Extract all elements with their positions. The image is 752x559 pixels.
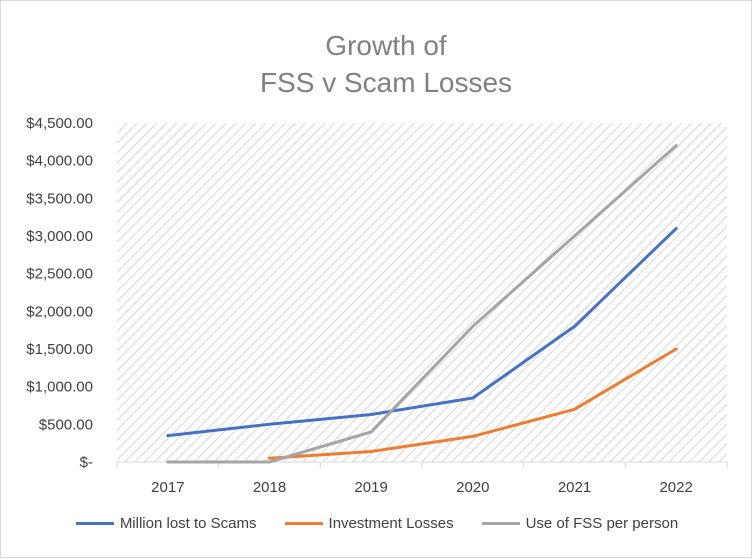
series-line-1 xyxy=(166,227,678,438)
y-tick-label: $2,500.00 xyxy=(26,266,93,283)
series-line-2 xyxy=(268,347,678,460)
x-tick-label: 2019 xyxy=(354,479,387,496)
legend-label: Million lost to Scams xyxy=(119,515,257,532)
y-tick-label: $1,500.00 xyxy=(26,341,93,358)
y-axis: $- $500.00 $1,000.00 $1,500.00 $2,000.00 $2,5… xyxy=(26,115,93,471)
legend-swatch xyxy=(75,522,114,525)
legend: Million lost to Scams Investment Losses Us… xyxy=(1,515,752,532)
legend-item: Million lost to Scams xyxy=(75,515,257,532)
y-tick-label: $500.00 xyxy=(39,416,93,433)
chart-title-line-2: FSS v Scam Losses xyxy=(259,67,513,98)
legend-label: Investment Losses xyxy=(328,515,454,532)
series-lines xyxy=(166,144,678,464)
y-tick-label: $1,000.00 xyxy=(26,379,93,396)
y-tick-label: $3,000.00 xyxy=(26,228,93,245)
x-tick-label: 2020 xyxy=(456,479,489,496)
x-axis: 2017 2018 2019 2020 2021 2022 xyxy=(116,461,728,496)
y-tick-label: $4,500.00 xyxy=(26,115,93,132)
y-tick-label: $3,500.00 xyxy=(26,190,93,207)
chart-title-line-1: Growth of xyxy=(325,30,447,61)
legend-swatch xyxy=(481,522,520,525)
chart-title: Growth of FSS v Scam Losses xyxy=(1,27,752,101)
x-tick-label: 2017 xyxy=(151,479,184,496)
y-tick-label: $4,000.00 xyxy=(26,153,93,170)
x-tick-label: 2018 xyxy=(253,479,286,496)
y-tick-label: $2,000.00 xyxy=(26,303,93,320)
plot-area xyxy=(117,123,727,462)
x-tick-label: 2022 xyxy=(659,479,692,496)
legend-item: Investment Losses xyxy=(284,515,454,532)
y-tick-label: $- xyxy=(80,454,93,471)
legend-swatch xyxy=(284,522,323,525)
series-line-3 xyxy=(166,144,678,464)
legend-label: Use of FSS per person xyxy=(525,515,679,532)
legend-item: Use of FSS per person xyxy=(481,515,679,532)
x-tick-label: 2021 xyxy=(558,479,591,496)
